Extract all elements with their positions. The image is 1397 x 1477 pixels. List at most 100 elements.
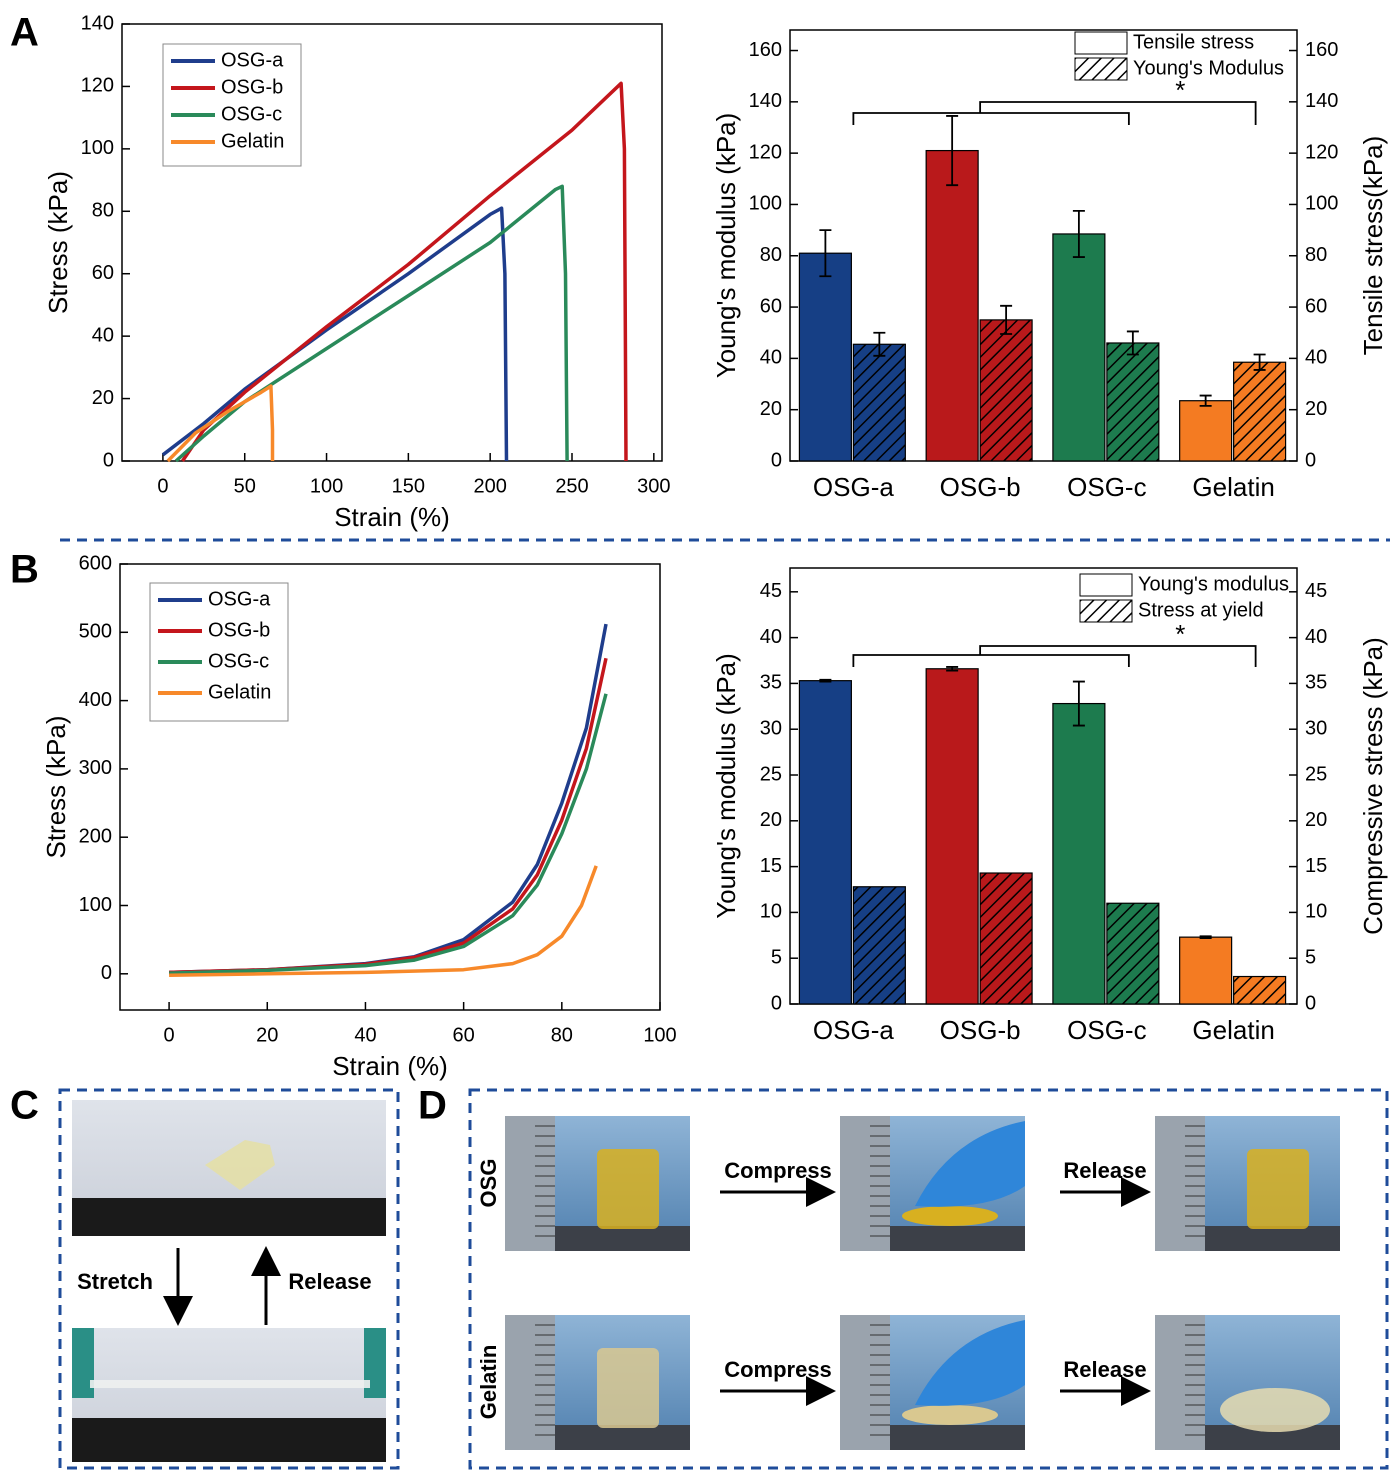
sample — [902, 1206, 998, 1226]
y-tick-label: 60 — [760, 295, 782, 317]
bar — [1106, 902, 1160, 1005]
legend-frame — [149, 582, 289, 722]
y2-tick-label: 100 — [1305, 193, 1338, 215]
y-tick-label: 0 — [771, 992, 782, 1014]
x-tick-label: 50 — [234, 475, 256, 497]
x-tick-label: Gelatin — [1192, 472, 1274, 502]
plot-frame — [121, 23, 663, 462]
x-tick-label: 300 — [637, 475, 670, 497]
sample — [597, 1149, 659, 1229]
y2-tick-label: 5 — [1305, 946, 1316, 968]
bar — [852, 343, 906, 462]
y-tick-label: 45 — [760, 580, 782, 602]
y-tick-label: 60 — [92, 262, 114, 284]
y-tick-label: 500 — [79, 621, 112, 643]
legend-swatch — [1079, 599, 1133, 623]
stage — [555, 1226, 690, 1251]
y2-tick-label: 45 — [1305, 580, 1327, 602]
ruler — [72, 1198, 386, 1236]
error-bar — [946, 115, 959, 187]
y-tick-label: 20 — [92, 387, 114, 409]
y-tick-label: 20 — [760, 809, 782, 831]
ruler — [1155, 1315, 1205, 1450]
y-tick-label: 30 — [760, 717, 782, 739]
legend-label: Young's modulus — [1138, 573, 1289, 595]
y-tick-label: 80 — [760, 244, 782, 266]
step-label: Compress — [724, 1158, 832, 1183]
y-tick-label: 40 — [92, 324, 114, 346]
x-tick-label: OSG-b — [940, 472, 1021, 502]
y-tick-label: 0 — [101, 962, 112, 984]
y2-tick-label: 15 — [1305, 855, 1327, 877]
legend-label: Gelatin — [221, 130, 284, 152]
y2-tick-label: 80 — [1305, 244, 1327, 266]
step-label: Stretch — [77, 1269, 153, 1294]
y-tick-label: 300 — [79, 757, 112, 779]
y-tick-label: 15 — [760, 855, 782, 877]
error-bar — [1199, 935, 1212, 939]
y-tick-label: 200 — [79, 825, 112, 847]
x-tick-label: 20 — [256, 1024, 278, 1046]
legend-swatch — [1079, 573, 1133, 597]
line — [161, 206, 509, 462]
legend-label: OSG-b — [208, 619, 270, 641]
y2-tick-label: 120 — [1305, 141, 1338, 163]
error-bar — [819, 678, 832, 683]
error-bar — [873, 331, 886, 357]
line — [169, 693, 608, 975]
y-tick-label: 140 — [749, 90, 782, 112]
x-tick-label: OSG-b — [940, 1015, 1021, 1045]
y2-tick-label: 40 — [1305, 626, 1327, 648]
line — [169, 865, 598, 977]
y-tick-label: 80 — [92, 200, 114, 222]
y-tick-label: 100 — [79, 894, 112, 916]
legend-label: OSG-a — [208, 588, 271, 610]
plot-frame — [789, 567, 1298, 1005]
ruler — [840, 1315, 890, 1450]
panel-label: B — [10, 548, 39, 592]
legend-label: Stress at yield — [1138, 599, 1264, 621]
x-tick-label: OSG-a — [813, 1015, 894, 1045]
stage — [890, 1425, 1025, 1450]
legend-label: OSG-a — [221, 49, 284, 71]
sample — [902, 1405, 998, 1425]
y2-tick-label: 20 — [1305, 809, 1327, 831]
x-tick-label: 0 — [157, 475, 168, 497]
y-tick-label: 0 — [771, 449, 782, 471]
error-bar — [1000, 304, 1013, 335]
panel-frame — [468, 1088, 1389, 1470]
row-label: Gelatin — [476, 1345, 501, 1420]
bar — [979, 319, 1033, 462]
plot-frame — [119, 563, 661, 1011]
error-bar — [1253, 353, 1266, 371]
panel-d: OSG Compress Release Gelatin Compress Release — [476, 1116, 1340, 1450]
y-tick-label: 5 — [771, 946, 782, 968]
y2-tick-label: 140 — [1305, 90, 1338, 112]
x-tick-label: OSG-c — [1067, 472, 1146, 502]
x-tick-label: 100 — [643, 1024, 676, 1046]
legend-swatch — [1074, 31, 1128, 55]
y2-axis-title: Tensile stress(kPa) — [1358, 136, 1388, 356]
line — [166, 384, 275, 463]
step-label: Release — [288, 1269, 371, 1294]
panel-frame — [58, 1088, 400, 1470]
bar — [979, 872, 1033, 1005]
sample — [597, 1348, 659, 1428]
y2-tick-label: 60 — [1305, 295, 1327, 317]
y-tick-label: 40 — [760, 626, 782, 648]
y2-tick-label: 0 — [1305, 992, 1316, 1014]
bar — [1052, 702, 1106, 1005]
error-bar — [1126, 330, 1139, 356]
x-tick-label: Gelatin — [1192, 1015, 1274, 1045]
legend-swatch — [1074, 57, 1128, 81]
y-tick-label: 100 — [749, 193, 782, 215]
y2-tick-label: 0 — [1305, 449, 1316, 471]
y-tick-label: 20 — [760, 398, 782, 420]
legend-label: OSG-b — [221, 76, 283, 98]
bar — [1106, 342, 1160, 462]
y2-tick-label: 10 — [1305, 901, 1327, 923]
legend-frame — [162, 43, 302, 167]
y2-axis-title: Compressive stress (kPa) — [1358, 637, 1388, 935]
